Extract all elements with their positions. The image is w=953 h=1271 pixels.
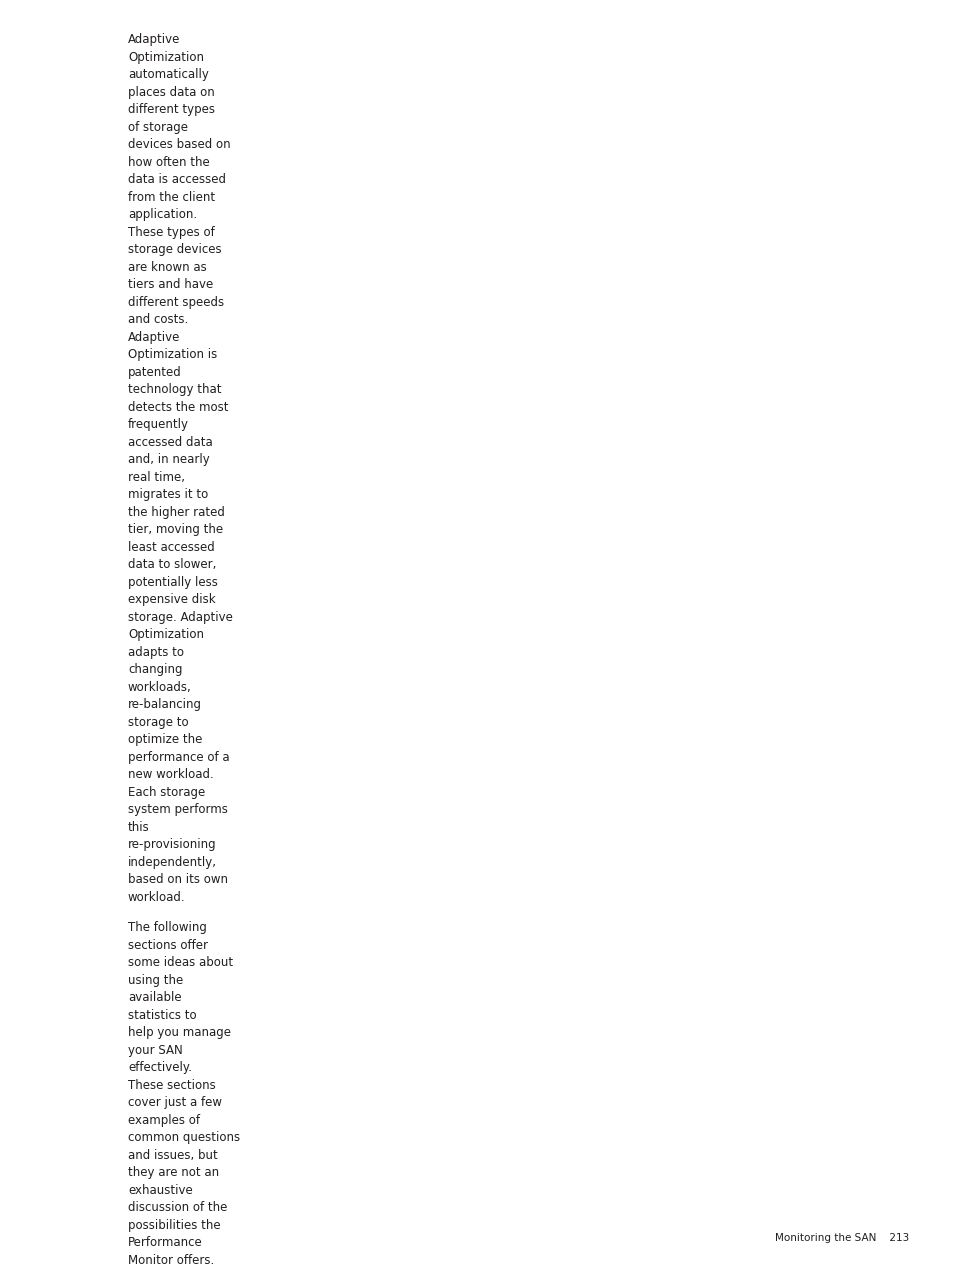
Text: using the: using the	[128, 974, 183, 986]
Text: examples of: examples of	[128, 1113, 200, 1126]
Text: Adaptive: Adaptive	[128, 330, 180, 343]
Text: are known as: are known as	[128, 261, 207, 273]
Text: Optimization is: Optimization is	[128, 348, 217, 361]
Text: of storage: of storage	[128, 121, 188, 133]
Text: Performance: Performance	[128, 1235, 203, 1249]
Text: Monitor offers.: Monitor offers.	[128, 1253, 214, 1266]
Text: Optimization: Optimization	[128, 51, 204, 64]
Text: data is accessed: data is accessed	[128, 173, 226, 186]
Text: statistics to: statistics to	[128, 1008, 196, 1022]
Text: system performs: system performs	[128, 803, 228, 816]
Text: potentially less: potentially less	[128, 576, 217, 588]
Text: sections offer: sections offer	[128, 938, 208, 952]
Text: accessed data: accessed data	[128, 436, 213, 449]
Text: patented: patented	[128, 366, 182, 379]
Text: the higher rated: the higher rated	[128, 506, 225, 519]
Text: workloads,: workloads,	[128, 680, 192, 694]
Text: workload.: workload.	[128, 891, 186, 904]
Text: some ideas about: some ideas about	[128, 956, 233, 969]
Text: data to slower,: data to slower,	[128, 558, 216, 571]
Text: real time,: real time,	[128, 470, 185, 483]
Text: These sections: These sections	[128, 1079, 215, 1092]
Text: and issues, but: and issues, but	[128, 1149, 217, 1162]
Text: Optimization: Optimization	[128, 628, 204, 641]
Text: expensive disk: expensive disk	[128, 594, 215, 606]
Text: cover just a few: cover just a few	[128, 1096, 222, 1110]
Text: tiers and have: tiers and have	[128, 278, 213, 291]
Text: These types of: These types of	[128, 225, 214, 239]
Text: based on its own: based on its own	[128, 873, 228, 886]
Text: changing: changing	[128, 663, 182, 676]
Text: technology that: technology that	[128, 383, 221, 397]
Text: how often the: how often the	[128, 155, 210, 169]
Text: this: this	[128, 821, 150, 834]
Text: automatically: automatically	[128, 69, 209, 81]
Text: re-balancing: re-balancing	[128, 698, 202, 710]
Text: possibilities the: possibilities the	[128, 1219, 220, 1232]
Text: discussion of the: discussion of the	[128, 1201, 227, 1214]
Text: frequently: frequently	[128, 418, 189, 431]
Text: storage. Adaptive: storage. Adaptive	[128, 610, 233, 624]
Text: storage devices: storage devices	[128, 243, 221, 255]
Text: The following: The following	[128, 921, 207, 934]
Text: common questions: common questions	[128, 1131, 240, 1144]
Text: Each storage: Each storage	[128, 785, 205, 798]
Text: they are not an: they are not an	[128, 1166, 219, 1179]
Text: tier, moving the: tier, moving the	[128, 522, 223, 536]
Text: and, in nearly: and, in nearly	[128, 452, 210, 466]
Text: performance of a: performance of a	[128, 750, 230, 764]
Text: re-provisioning: re-provisioning	[128, 838, 216, 852]
Text: effectively.: effectively.	[128, 1061, 192, 1074]
Text: adapts to: adapts to	[128, 646, 184, 658]
Text: storage to: storage to	[128, 716, 189, 728]
Text: Monitoring the SAN    213: Monitoring the SAN 213	[774, 1233, 908, 1243]
Text: from the client: from the client	[128, 191, 214, 203]
Text: migrates it to: migrates it to	[128, 488, 208, 501]
Text: Adaptive: Adaptive	[128, 33, 180, 46]
Text: optimize the: optimize the	[128, 733, 202, 746]
Text: devices based on: devices based on	[128, 139, 231, 151]
Text: help you manage: help you manage	[128, 1026, 231, 1038]
Text: and costs.: and costs.	[128, 313, 188, 325]
Text: detects the most: detects the most	[128, 400, 229, 413]
Text: available: available	[128, 991, 181, 1004]
Text: places data on: places data on	[128, 85, 214, 98]
Text: exhaustive: exhaustive	[128, 1183, 193, 1196]
Text: your SAN: your SAN	[128, 1043, 183, 1056]
Text: new workload.: new workload.	[128, 768, 213, 780]
Text: independently,: independently,	[128, 855, 216, 868]
Text: different types: different types	[128, 103, 214, 116]
Text: application.: application.	[128, 208, 197, 221]
Text: different speeds: different speeds	[128, 295, 224, 309]
Text: least accessed: least accessed	[128, 540, 214, 553]
